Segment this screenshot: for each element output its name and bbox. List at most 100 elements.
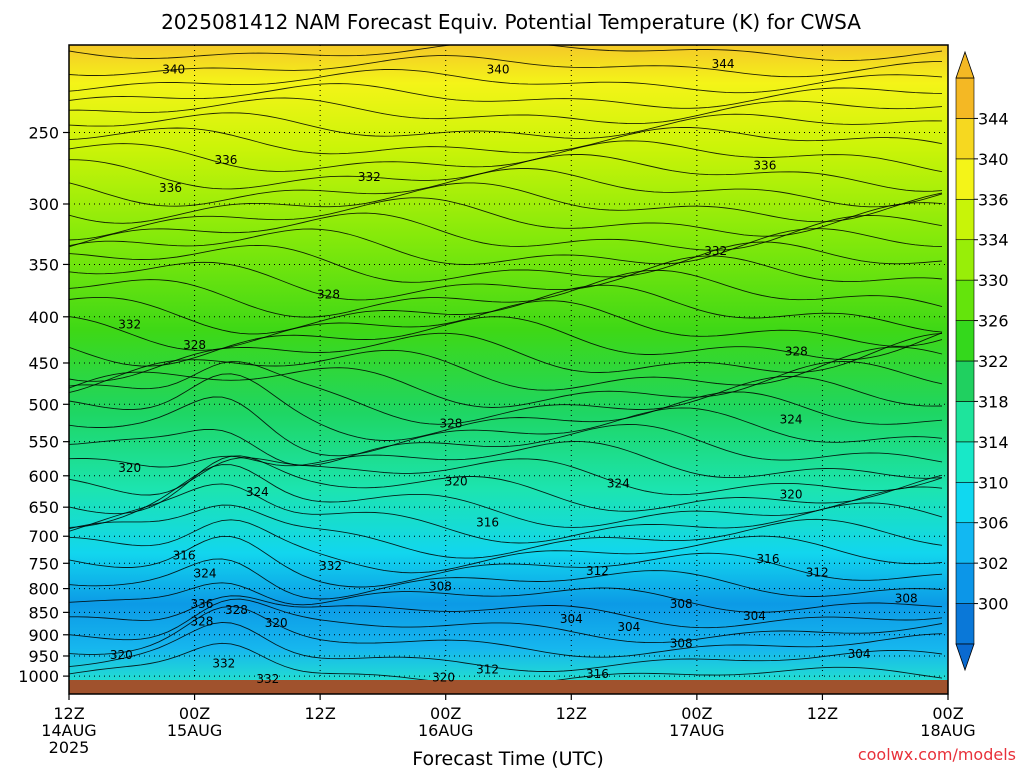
- contour-label: 332: [118, 318, 141, 332]
- y-tick-label: 750: [28, 554, 59, 573]
- y-tick-label: 800: [28, 580, 59, 599]
- contour-line: [69, 45, 943, 61]
- contour-label: 332: [704, 244, 727, 258]
- colorbar-label: 336: [978, 190, 1009, 209]
- contour-line: [69, 112, 943, 139]
- contour-label: 324: [246, 485, 269, 499]
- x-tick-label: 12Z: [53, 704, 84, 723]
- contour-label: 336: [753, 159, 776, 173]
- x-tick-label: 00Z: [681, 704, 712, 723]
- contour-label: 304: [617, 620, 640, 634]
- contour-label: 324: [607, 477, 630, 491]
- y-tick-label: 700: [28, 527, 59, 546]
- watermark: coolwx.com/models: [858, 745, 1016, 764]
- contour-line: [69, 373, 943, 441]
- colorbar-min-arrow: [955, 643, 975, 672]
- contour-label: 316: [476, 516, 499, 530]
- contour-line: [69, 182, 943, 224]
- contour-label: 304: [848, 647, 871, 661]
- colorbar-segment: [955, 441, 975, 483]
- contour-line: [69, 255, 943, 301]
- contour-label: 320: [118, 461, 141, 475]
- colorbar-segment: [955, 320, 975, 362]
- colorbar-segment: [955, 562, 975, 604]
- contour-label: 336: [159, 181, 182, 195]
- contour-label: 316: [757, 552, 780, 566]
- contour-line: [69, 361, 943, 425]
- contour-line: [69, 140, 943, 173]
- colorbar-segment: [955, 603, 975, 645]
- colorbar-label: 330: [978, 271, 1009, 290]
- contour-line: [69, 55, 943, 78]
- contour-line: [69, 228, 943, 265]
- contour-line: [69, 621, 943, 672]
- contour-line: [69, 464, 943, 528]
- y-axis: 250 300 350 400 450 500 550 600 650 700 750 800 850 9…: [18, 123, 69, 686]
- plot-frame: [68, 44, 949, 695]
- contour-label: 320: [265, 616, 288, 630]
- contour-line: [69, 346, 943, 394]
- contour-line: [69, 455, 943, 515]
- x-tick-date-label: 17AUG: [669, 721, 724, 740]
- y-tick-label: 600: [28, 467, 59, 486]
- chart-title: 2025081412 NAM Forecast Equiv. Potential…: [161, 10, 861, 34]
- colorbar-label: 344: [978, 109, 1009, 128]
- contour-label: 328: [183, 338, 206, 352]
- x-tick-year-label: 2025: [49, 738, 90, 757]
- contour-line: [69, 504, 943, 559]
- contour-label: 316: [586, 667, 609, 681]
- contour-line: [69, 441, 943, 479]
- contour-line: [69, 126, 943, 155]
- contour-label: 308: [429, 580, 452, 594]
- contour-line: [69, 535, 943, 588]
- contour-label: 320: [110, 648, 133, 662]
- colorbar-label: 306: [978, 514, 1009, 533]
- x-axis-label: Forecast Time (UTC): [412, 748, 603, 768]
- contour-label: 336: [215, 153, 238, 167]
- contour-label: 308: [670, 597, 693, 611]
- y-tick-label: 450: [28, 354, 59, 373]
- contour-line: [69, 642, 943, 680]
- colorbar-segment: [955, 198, 975, 241]
- contour-line: [69, 582, 943, 613]
- contour-line: [69, 558, 943, 600]
- colorbar-label: 302: [978, 554, 1009, 573]
- x-tick-label: 12Z: [304, 704, 335, 723]
- contour-line: [69, 483, 943, 544]
- contour-line: [69, 212, 943, 251]
- colorbar-label: 340: [978, 150, 1009, 169]
- field-background: [69, 45, 948, 680]
- contour-line: [69, 69, 943, 94]
- x-tick-date-label: 18AUG: [920, 721, 975, 740]
- contour-line: [69, 197, 943, 241]
- contour-label: 332: [256, 672, 279, 686]
- y-tick-label: 650: [28, 498, 59, 517]
- colorbar-segment: [955, 118, 975, 160]
- colorbar-label: 326: [978, 312, 1009, 331]
- colorbar-label: 314: [978, 433, 1009, 452]
- x-tick-label: 12Z: [556, 704, 587, 723]
- x-tick-date-label: 14AUG: [41, 721, 96, 740]
- contour-label: 328: [190, 614, 213, 628]
- contour-label: 332: [319, 559, 342, 573]
- x-tick-label: 00Z: [932, 704, 963, 723]
- contour-label: 328: [317, 288, 340, 302]
- contour-label: 316: [173, 548, 196, 562]
- contour-line: [69, 519, 943, 574]
- colorbar-segment: [955, 77, 975, 119]
- y-tick-label: 500: [28, 395, 59, 414]
- contour-label: 324: [194, 567, 217, 581]
- colorbar-segment: [955, 239, 975, 281]
- contour-label: 312: [586, 564, 609, 578]
- colorbar: 300 302 306 310 314 318 322 326 330 334 336 340 344: [955, 50, 1009, 672]
- y-tick-label: 250: [28, 123, 59, 142]
- contour-label: 320: [432, 670, 455, 684]
- contour-lines: [69, 45, 943, 680]
- contour-labels: 340 340 344 336 336 332 336 332 328 332 328 328 328 3…: [110, 57, 918, 686]
- contour-line: [69, 168, 943, 208]
- contour-line: [69, 83, 943, 109]
- contour-label: 308: [895, 591, 918, 605]
- y-tick-label: 300: [28, 195, 59, 214]
- contour-line: [69, 284, 943, 335]
- y-tick-label: 1000: [18, 667, 59, 686]
